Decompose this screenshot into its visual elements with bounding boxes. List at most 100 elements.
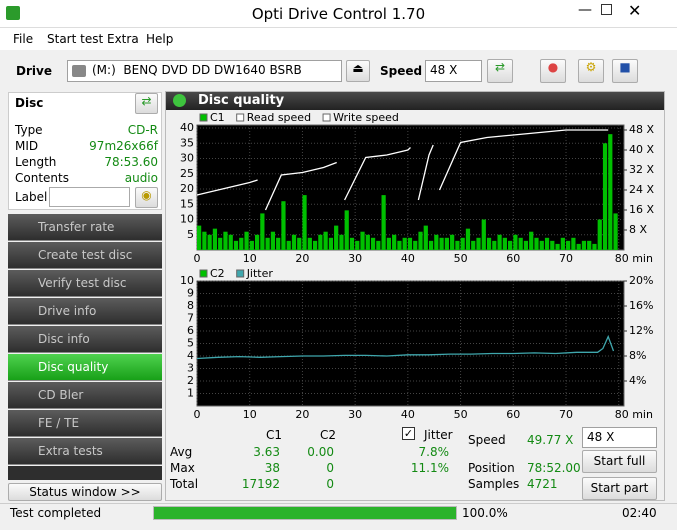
status-window-button[interactable]: Status window >> (8, 483, 162, 501)
y-tick-label: 7 (187, 312, 194, 325)
legend-swatch (199, 269, 208, 278)
drive-select[interactable]: (M:) BENQ DVD DD DW1640 BSRB (67, 60, 342, 82)
bar (602, 143, 608, 250)
nav-button[interactable]: Create test disc (8, 242, 162, 269)
x-tick-label: 60 (506, 252, 520, 265)
bar (613, 213, 618, 250)
y-tick-label: 25 (180, 167, 194, 180)
tools-button[interactable]: ⚙ (578, 59, 604, 83)
bar (587, 240, 592, 250)
y2-tick-label: 40 X (629, 143, 654, 156)
nav-filler (8, 466, 162, 480)
y-tick-label: 15 (180, 197, 194, 210)
x-tick-label: 30 (348, 408, 362, 420)
window-title: Opti Drive Control 1.70 (251, 5, 426, 23)
maximize[interactable] (601, 4, 612, 15)
x-tick-label: 0 (194, 252, 201, 265)
disc-key: MID (15, 139, 39, 153)
disc-value: CD-R (127, 123, 158, 137)
y2-tick-label: 48 X (629, 123, 654, 136)
bar (481, 219, 486, 250)
stats-header: C1 (266, 428, 283, 442)
nav-button[interactable]: CD Bler (8, 382, 162, 409)
disc-value: 78:53.60 (104, 155, 158, 169)
bar (439, 237, 444, 250)
nav-label: Create test disc (38, 248, 133, 262)
label-input[interactable] (49, 187, 130, 207)
y-tick-label: 10 (180, 213, 194, 226)
bar (297, 237, 302, 250)
speed-select[interactable]: 48 X (425, 60, 482, 82)
bar (471, 240, 476, 250)
y2-tick-label: 20% (629, 274, 653, 287)
nav-label: CD Bler (38, 388, 84, 402)
stats-row-label: Avg (170, 445, 193, 459)
legend-swatch (322, 113, 331, 122)
label-button[interactable]: ◉ (135, 187, 158, 208)
menu-item[interactable]: Help (146, 32, 174, 46)
bar (381, 195, 386, 250)
menu-item[interactable]: File (13, 32, 34, 46)
bar (212, 228, 218, 250)
stats-value: 11.1% (410, 461, 449, 475)
menu-item[interactable]: Extra (107, 32, 139, 46)
bar (302, 195, 307, 250)
start-part-button[interactable]: Start part (582, 477, 657, 500)
nav-label: FE / TE (38, 416, 80, 430)
x-tick-label: 40 (401, 408, 415, 420)
nav-button-active[interactable]: Disc quality (8, 354, 162, 381)
disc-value: 97m26x66f (89, 139, 158, 153)
samples-value: 4721 (527, 477, 558, 491)
bar (349, 237, 355, 250)
minimize[interactable]: — (578, 2, 592, 18)
nav-button[interactable]: Drive info (8, 298, 162, 325)
bar (260, 213, 265, 250)
bar (218, 237, 223, 250)
nav-label: Disc quality (38, 360, 109, 374)
bar (555, 243, 560, 250)
disc-refresh[interactable]: ⇄ (135, 93, 158, 114)
nav-button[interactable]: Transfer rate (8, 214, 162, 241)
jitter-checkbox[interactable]: ✓ (402, 427, 415, 440)
bar (539, 240, 544, 250)
nav-label: Extra tests (38, 444, 103, 458)
menu-item[interactable]: Start test (47, 32, 104, 46)
nav-button[interactable]: Verify test disc (8, 270, 162, 297)
bar (544, 237, 550, 250)
position-label: Position (468, 461, 515, 475)
bar (534, 237, 539, 250)
y2-tick-label: 32 X (629, 163, 654, 176)
y-tick-label: 5 (187, 228, 194, 241)
bar (402, 237, 407, 250)
bar (592, 243, 597, 250)
erase-button[interactable]: ● (540, 59, 566, 83)
bar (265, 237, 270, 250)
nav-button[interactable]: Disc info (8, 326, 162, 353)
speed-label: Speed (468, 433, 506, 447)
y-tick-label: 30 (180, 152, 194, 165)
test-speed-value: 48 X (587, 430, 615, 444)
test-speed-select[interactable]: 48 X (582, 427, 657, 448)
nav-button[interactable]: FE / TE (8, 410, 162, 437)
refresh-button[interactable]: ⇄ (487, 59, 513, 83)
bar (270, 231, 276, 250)
bar (202, 231, 207, 250)
close[interactable]: ✕ (628, 1, 642, 20)
stats-row-label: Max (170, 461, 195, 475)
bar (249, 240, 254, 250)
y-tick-label: 8 (187, 299, 194, 312)
stats-header: Jitter (424, 428, 453, 442)
drive-label: Drive (16, 64, 52, 78)
nav-button[interactable]: Extra tests (8, 438, 162, 465)
bar (608, 134, 613, 250)
bar (334, 225, 339, 250)
save-button[interactable]: ■ (612, 59, 638, 83)
nav-label: Transfer rate (38, 220, 115, 234)
stats-row-label: Total (170, 477, 199, 491)
y-tick-label: 6 (187, 324, 194, 337)
drive-value: (M:) BENQ DVD DD DW1640 BSRB (92, 63, 302, 77)
eject-button[interactable]: ⏏ (346, 60, 370, 82)
bar (370, 237, 376, 250)
start-full-button[interactable]: Start full (582, 450, 657, 473)
